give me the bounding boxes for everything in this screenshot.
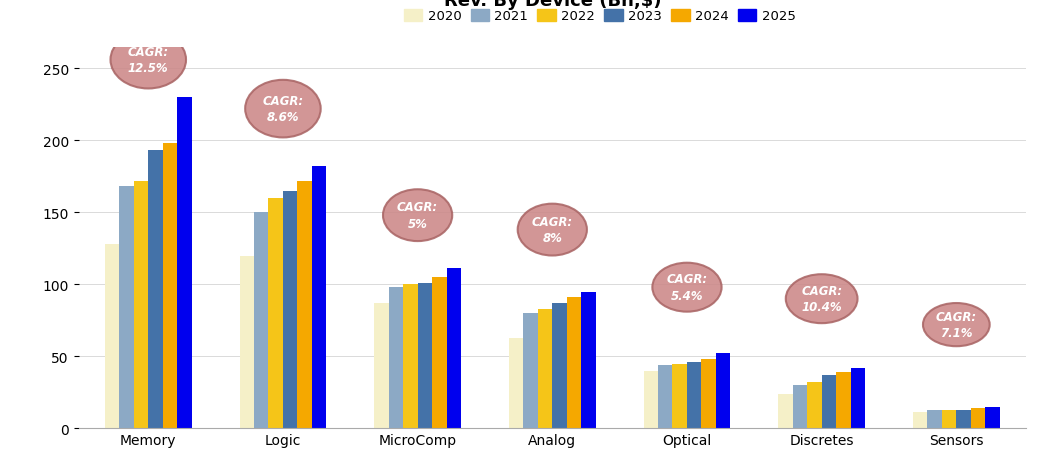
Bar <box>928 410 942 428</box>
Bar <box>509 338 524 428</box>
Bar <box>850 368 865 428</box>
Bar <box>942 410 956 428</box>
Ellipse shape <box>517 204 587 256</box>
Ellipse shape <box>923 303 989 347</box>
Bar <box>149 151 162 428</box>
Bar <box>658 365 672 428</box>
Bar <box>162 144 177 428</box>
Bar <box>971 408 985 428</box>
Bar <box>687 362 701 428</box>
Ellipse shape <box>383 190 452 242</box>
Bar <box>403 285 418 428</box>
Bar <box>837 372 850 428</box>
Text: CAGR:
10.4%: CAGR: 10.4% <box>801 284 842 314</box>
Bar <box>524 313 538 428</box>
Bar <box>581 292 596 428</box>
Bar <box>701 359 716 428</box>
Bar <box>913 413 928 428</box>
Text: CAGR:
8%: CAGR: 8% <box>532 215 573 245</box>
Ellipse shape <box>245 80 320 138</box>
Bar <box>716 354 731 428</box>
Bar <box>119 187 134 428</box>
Bar <box>566 298 581 428</box>
Bar <box>538 309 553 428</box>
Ellipse shape <box>786 275 857 324</box>
Bar <box>268 198 283 428</box>
Bar <box>297 181 312 428</box>
Bar <box>312 167 327 428</box>
Bar <box>822 375 837 428</box>
Bar <box>254 213 268 428</box>
Bar <box>418 283 432 428</box>
Bar <box>778 394 793 428</box>
Ellipse shape <box>652 263 721 312</box>
Legend: 2020, 2021, 2022, 2023, 2024, 2025: 2020, 2021, 2022, 2023, 2024, 2025 <box>399 5 801 29</box>
Bar <box>105 245 119 428</box>
Text: CAGR:
7.1%: CAGR: 7.1% <box>936 310 977 340</box>
Bar <box>283 191 297 428</box>
Text: CAGR:
5.4%: CAGR: 5.4% <box>666 273 708 302</box>
Bar <box>177 98 192 428</box>
Bar <box>644 371 658 428</box>
Text: CAGR:
8.6%: CAGR: 8.6% <box>263 95 304 124</box>
Bar <box>447 269 461 428</box>
Title: Rev. By Device (Bn,$): Rev. By Device (Bn,$) <box>444 0 661 10</box>
Bar <box>985 407 1000 428</box>
Bar <box>672 364 687 428</box>
Text: CAGR:
5%: CAGR: 5% <box>397 201 439 230</box>
Bar <box>240 256 254 428</box>
Text: 全球半导体市场营收按器件: 全球半导体市场营收按器件 <box>13 14 133 32</box>
Ellipse shape <box>111 32 186 89</box>
Bar <box>432 278 447 428</box>
Bar <box>553 303 566 428</box>
Bar <box>793 385 807 428</box>
Bar <box>956 410 971 428</box>
Text: CAGR:
12.5%: CAGR: 12.5% <box>128 46 169 75</box>
Bar <box>807 382 822 428</box>
Bar <box>374 303 388 428</box>
Bar <box>134 181 149 428</box>
Bar <box>388 288 403 428</box>
